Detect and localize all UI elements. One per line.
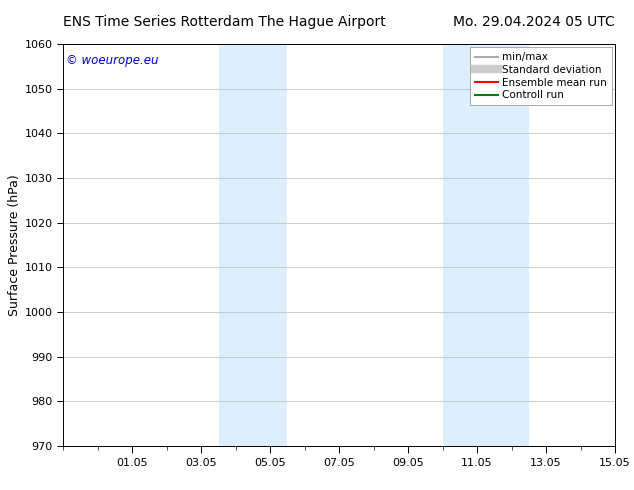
Text: Mo. 29.04.2024 05 UTC: Mo. 29.04.2024 05 UTC bbox=[453, 15, 615, 29]
Bar bbox=[443, 44, 529, 446]
Text: © woeurope.eu: © woeurope.eu bbox=[66, 54, 158, 67]
Bar bbox=[219, 44, 287, 446]
Text: ENS Time Series Rotterdam The Hague Airport: ENS Time Series Rotterdam The Hague Airp… bbox=[63, 15, 386, 29]
Y-axis label: Surface Pressure (hPa): Surface Pressure (hPa) bbox=[8, 174, 21, 316]
Legend: min/max, Standard deviation, Ensemble mean run, Controll run: min/max, Standard deviation, Ensemble me… bbox=[470, 47, 612, 105]
